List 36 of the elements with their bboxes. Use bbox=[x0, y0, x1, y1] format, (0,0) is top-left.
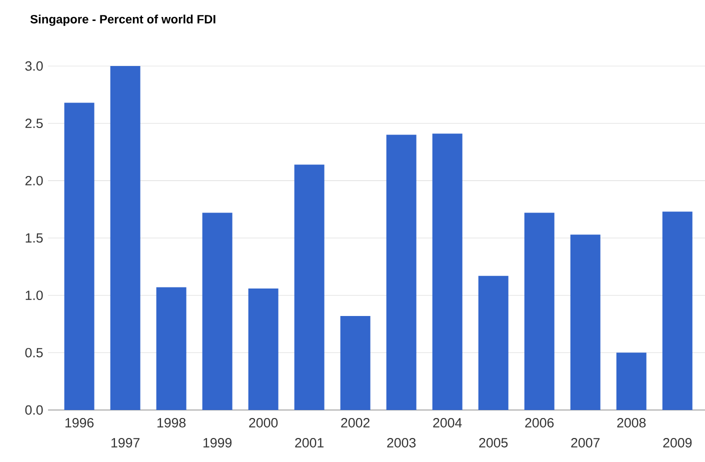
x-tick-label: 2009 bbox=[663, 438, 692, 448]
bar bbox=[616, 352, 646, 410]
x-tick-label: 2004 bbox=[433, 418, 462, 428]
x-tick-label: 2002 bbox=[341, 418, 370, 428]
x-tick-label: 2006 bbox=[525, 418, 554, 428]
bar bbox=[524, 212, 554, 410]
bar bbox=[156, 287, 186, 410]
y-tick-label: 2.0 bbox=[25, 176, 43, 186]
x-tick-label: 1996 bbox=[65, 418, 94, 428]
x-tick-label: 2003 bbox=[387, 438, 416, 448]
x-tick-label: 2008 bbox=[617, 418, 646, 428]
x-tick-label: 1999 bbox=[204, 438, 232, 448]
x-tick-label: 2007 bbox=[571, 438, 600, 448]
bar bbox=[386, 134, 416, 410]
y-tick-label: 1.5 bbox=[26, 233, 43, 243]
x-tick-label: 2000 bbox=[249, 418, 278, 428]
bar bbox=[340, 316, 370, 410]
x-tick-label: 1997 bbox=[111, 438, 140, 448]
bar bbox=[662, 212, 692, 410]
bar bbox=[202, 212, 232, 410]
x-tick-label: 2005 bbox=[479, 438, 508, 448]
bar bbox=[294, 164, 324, 410]
y-tick-label: 1.0 bbox=[26, 290, 43, 300]
x-tick-label: 2001 bbox=[295, 438, 324, 448]
x-tick-label: 1998 bbox=[158, 418, 186, 428]
bar bbox=[110, 66, 140, 410]
chart-title: Singapore - Percent of world FDI bbox=[30, 14, 216, 26]
bar bbox=[432, 134, 462, 410]
bar bbox=[64, 102, 94, 410]
bar bbox=[570, 234, 600, 410]
y-tick-label: 0.0 bbox=[25, 405, 43, 415]
y-tick-label: 0.5 bbox=[25, 348, 43, 358]
y-tick-label: 3.0 bbox=[25, 61, 43, 71]
y-tick-label: 2.5 bbox=[25, 118, 43, 128]
bar bbox=[248, 288, 278, 410]
bar bbox=[478, 276, 508, 410]
